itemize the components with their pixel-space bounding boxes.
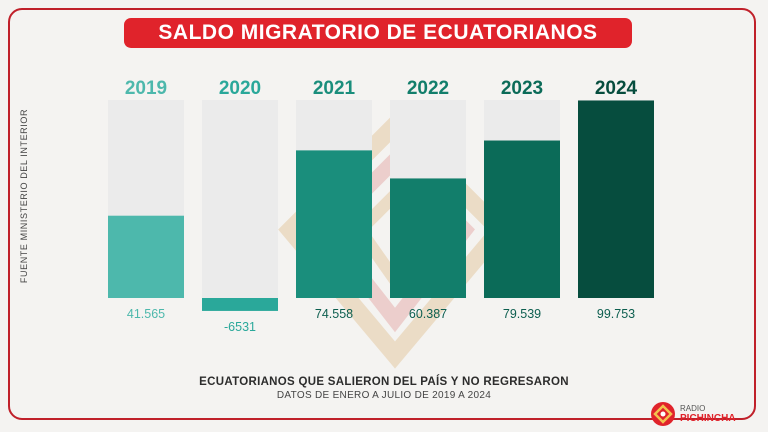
year-label: 2022 xyxy=(407,78,449,99)
bar-2022 xyxy=(390,178,466,298)
frame-border xyxy=(8,8,756,420)
value-label: 41.565 xyxy=(127,307,165,321)
bar-2020 xyxy=(202,298,278,311)
brand-line2: PICHINCHA xyxy=(680,413,736,424)
year-label: 2020 xyxy=(219,78,261,99)
footer-main: ECUATORIANOS QUE SALIERON DEL PAÍS Y NO … xyxy=(199,376,569,388)
bar-2019 xyxy=(108,215,184,298)
value-label: -6531 xyxy=(224,320,256,334)
chart-title: SALDO MIGRATORIO DE ECUATORIANOS xyxy=(124,18,632,48)
brand-line1: RADIO xyxy=(680,404,706,413)
value-label: 99.753 xyxy=(597,307,635,321)
year-label: 2019 xyxy=(125,78,167,99)
value-label: 60.387 xyxy=(409,307,447,321)
value-label: 79.539 xyxy=(503,307,541,321)
year-label: 2024 xyxy=(595,78,638,99)
year-label: 2023 xyxy=(501,78,543,99)
value-label: 74.558 xyxy=(315,307,353,321)
bar-2023 xyxy=(484,140,560,298)
bar-track xyxy=(202,100,278,298)
footer-sub: DATOS DE ENERO A JULIO DE 2019 A 2024 xyxy=(276,390,492,401)
radio-pichincha-icon xyxy=(651,402,675,426)
brand-logo: RADIO PICHINCHA xyxy=(650,400,736,428)
year-label: 2021 xyxy=(313,78,356,99)
bar-2024 xyxy=(578,100,654,298)
bar-2021 xyxy=(296,150,372,298)
